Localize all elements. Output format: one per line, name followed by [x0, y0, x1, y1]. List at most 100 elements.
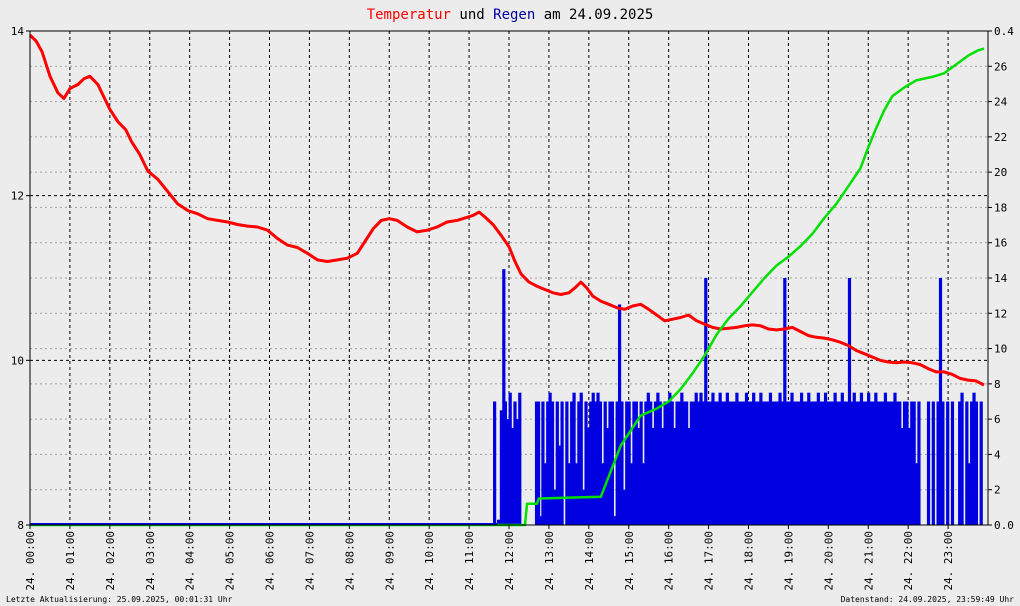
x-axis-tick-label: 24. 06:00: [264, 531, 277, 591]
rain-rate-bar: [704, 278, 708, 525]
rain-rate-bar: [651, 427, 655, 525]
rain-rate-bar: [641, 463, 646, 525]
x-axis-tick-label: 24. 01:00: [64, 531, 77, 591]
rain-rate-bar: [867, 392, 871, 525]
rain-rate-bar: [694, 392, 698, 525]
rain-rate-bar: [706, 401, 710, 525]
rain-rate-bar: [701, 401, 705, 525]
x-axis-tick-label: 24. 04:00: [184, 531, 197, 591]
rain-rate-bar: [598, 401, 603, 525]
rain-rate-bar: [941, 401, 945, 525]
rain-rate-bar: [617, 304, 622, 525]
rain-rate-bar: [931, 401, 935, 525]
rain-rate-bar: [871, 401, 876, 525]
x-axis-tick-label: 24. 17:00: [703, 531, 716, 591]
rain-rate-bar: [847, 278, 852, 525]
rain-rate-bar: [888, 401, 892, 525]
rain-rate-bar: [685, 401, 689, 525]
rain-rate-bar: [816, 392, 820, 525]
rain-rate-bar: [845, 401, 849, 525]
rain-rate-bar: [720, 401, 725, 525]
rain-rate-bar: [838, 401, 842, 525]
right-axis-tick-label: 2: [994, 484, 1001, 497]
rain-rate-bar: [560, 401, 564, 525]
axes: [26, 30, 992, 529]
rain-rate-bar: [809, 401, 813, 525]
x-axis-tick-label: 24. 00:00: [24, 531, 37, 591]
x-axis-tick-label: 24. 22:00: [902, 531, 915, 591]
rain-rate-bar: [713, 401, 717, 525]
x-axis-tick-label: 24. 16:00: [663, 531, 676, 591]
rain-rate-bar: [747, 401, 751, 525]
rain-rate-bar: [728, 401, 732, 525]
rain-rate-bar: [936, 401, 940, 525]
rain-rate-bar: [831, 401, 835, 525]
rain-rate-bar: [756, 401, 761, 525]
rain-rate-bar: [958, 401, 962, 525]
rain-rate-bar: [773, 401, 777, 525]
right-axis-tick-label: 6: [994, 413, 1001, 426]
x-axis-tick-label: 24. 08:00: [343, 531, 356, 591]
rain-rate-bar: [711, 392, 715, 525]
x-axis-tick-label: 24. 03:00: [144, 531, 157, 591]
rain-rate-bar: [548, 392, 552, 525]
rain-rate-bar: [668, 392, 672, 525]
rain-rate-bar: [646, 392, 650, 525]
rain-rate-bar: [972, 392, 976, 525]
rain-rate-bar: [627, 401, 631, 525]
rain-rate-bar: [629, 463, 634, 525]
rain-rate-bar: [764, 401, 768, 525]
rain-rate-bar: [697, 401, 701, 525]
rain-rate-bar: [799, 392, 804, 525]
rain-rate-bar: [708, 401, 713, 525]
rain-rate-bar: [780, 401, 785, 525]
rain-rate-bar: [513, 401, 517, 525]
rain-rate-bar: [637, 427, 641, 525]
rain-rate-bar: [497, 519, 501, 525]
left-axis-tick-label: 10: [11, 354, 24, 367]
rain-rate-bar: [795, 401, 799, 525]
rain-rate-bar: [879, 401, 883, 525]
rain-rate-bar: [716, 401, 720, 525]
rain-rate-bar: [610, 401, 614, 525]
rain-rate-bar: [632, 401, 636, 525]
left-axis-tick-label: 8: [17, 519, 24, 532]
rain-rate-bar: [898, 401, 902, 525]
rain-rate-bar: [807, 392, 811, 525]
rain-rate-bar: [553, 489, 557, 525]
title-rain: Regen: [493, 7, 535, 23]
rain-rate-bar: [680, 392, 684, 525]
right-axis-tick-label: 4: [994, 448, 1001, 461]
left-axis-tick-label: 12: [11, 190, 24, 203]
title-und: und: [451, 7, 493, 23]
rain-rate-bar: [608, 401, 612, 525]
rain-rate-bar: [682, 401, 686, 525]
rain-rate-bar: [661, 427, 665, 525]
rain-rate-bar: [689, 401, 694, 525]
rain-rate-bar: [550, 401, 555, 525]
rain-rate-bar: [658, 401, 662, 525]
rain-rate-bar: [778, 392, 782, 525]
rain-rate-bar: [677, 401, 682, 525]
x-axis-tick-label: 24. 12:00: [503, 531, 516, 591]
rain-rate-bar: [766, 401, 770, 525]
rain-rate-bar: [752, 392, 756, 525]
rain-rate-bar: [900, 427, 904, 525]
rain-rate-bar: [503, 401, 508, 525]
right-axis-tick-label: 0.4: [994, 25, 1014, 38]
x-axis-tick-label: 24. 07:00: [303, 531, 316, 591]
rain-rate-bar: [823, 392, 828, 525]
rain-rate-bar: [518, 392, 522, 525]
rain-rate-bars: [493, 269, 983, 525]
rain-rate-bar: [826, 401, 830, 525]
rain-rate-bar: [584, 401, 588, 525]
rain-rate-bar: [634, 401, 638, 525]
x-axis-tick-label: 24. 18:00: [743, 531, 756, 591]
rain-rate-bar: [656, 392, 660, 525]
x-axis-tick-label: 24. 09:00: [383, 531, 396, 591]
rain-rate-bar: [742, 401, 746, 525]
rain-rate-bar: [692, 401, 696, 525]
rain-rate-bar: [673, 427, 677, 525]
title-temperature: Temperatur: [367, 7, 451, 23]
rain-rate-bar: [510, 427, 515, 525]
